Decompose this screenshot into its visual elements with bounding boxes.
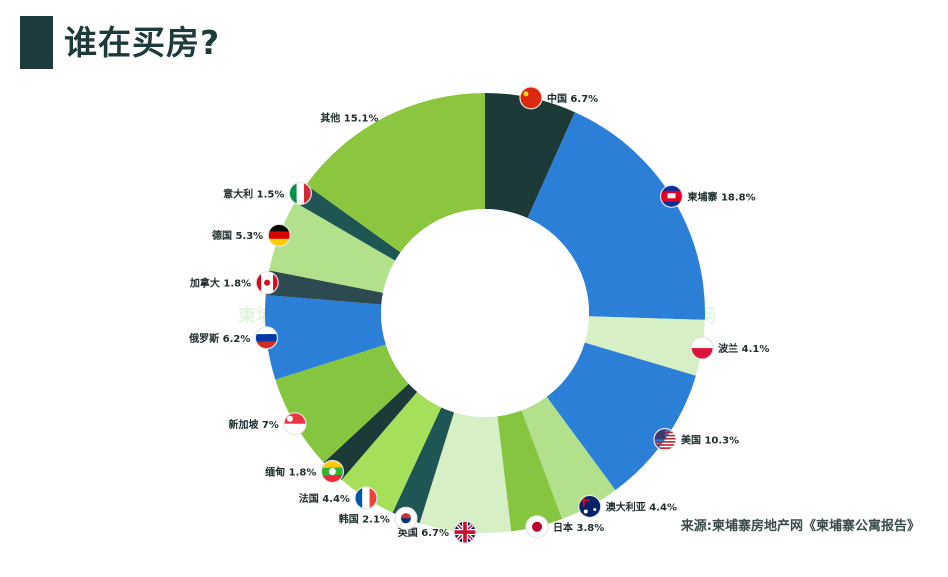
slice-label: 柬埔寨 18.8% xyxy=(659,184,756,208)
slice-label-text: 韩国 2.1% xyxy=(339,512,390,525)
jp-flag-icon xyxy=(525,515,549,539)
donut-slice xyxy=(584,316,705,376)
slice-label: 德国 5.3% xyxy=(211,223,291,247)
slice-label: 法国 4.4% xyxy=(299,486,378,510)
slice-label: 其他 15.1% xyxy=(320,111,378,124)
donut-slice xyxy=(497,410,563,532)
au-flag-icon xyxy=(578,494,602,519)
slice-label: 缅甸 1.8% xyxy=(265,459,344,484)
donut-slice xyxy=(265,295,386,380)
kh-flag-icon xyxy=(659,184,684,208)
donut-slice xyxy=(294,184,401,261)
slice-label-text: 中国 6.7% xyxy=(547,92,598,105)
donut-slice xyxy=(546,342,696,491)
slice-label: 美国 10.3% xyxy=(653,427,739,452)
slice-label-text: 德国 5.3% xyxy=(211,229,263,242)
donut-slice xyxy=(265,270,383,305)
slice-label-text: 日本 3.8% xyxy=(553,521,604,534)
slice-label-text: 加拿大 1.8% xyxy=(189,277,251,290)
slice-label: 波兰 4.1% xyxy=(690,336,769,360)
slice-label-text: 俄罗斯 6.2% xyxy=(188,332,250,345)
slice-label-text: 英国 6.7% xyxy=(397,526,449,539)
mm-flag-icon xyxy=(320,459,344,484)
slice-label-text: 波兰 4.1% xyxy=(718,342,769,355)
slice-label-text: 意大利 1.5% xyxy=(223,187,284,200)
slice-label-text: 美国 10.3% xyxy=(681,434,739,447)
donut-slice xyxy=(341,391,442,513)
sg-flag-icon xyxy=(283,412,307,436)
slice-label-text: 法国 4.4% xyxy=(299,492,350,505)
slice-label-text: 柬埔寨 18.8% xyxy=(686,190,755,203)
donut-slice xyxy=(419,412,512,533)
slice-label: 加拿大 1.8% xyxy=(189,271,279,295)
ca-flag-icon xyxy=(255,271,279,295)
donut-slice xyxy=(269,202,396,293)
slice-label-text: 缅甸 1.8% xyxy=(265,465,316,478)
donut-slice xyxy=(485,93,575,219)
slice-label-text: 澳大利亚 4.4% xyxy=(606,500,677,513)
slice-labels: 中国 6.7% 柬埔寨 18.8% 波兰 4.1% 美国 10.3% 澳大利亚 4.4%… xyxy=(188,86,769,544)
donut-hole xyxy=(381,209,589,417)
us-flag-icon xyxy=(653,427,677,452)
slice-label: 俄罗斯 6.2% xyxy=(188,326,279,350)
donut-slice xyxy=(323,383,418,480)
slice-label: 中国 6.7% xyxy=(519,86,598,110)
slice-label: 韩国 2.1% xyxy=(339,506,418,530)
slice-label-text: 新加坡 7% xyxy=(228,418,278,431)
kr-flag-icon xyxy=(394,506,418,530)
donut-slice xyxy=(392,407,455,524)
pl-flag-icon xyxy=(690,336,714,360)
it-flag-icon xyxy=(288,181,312,205)
slice-label-text: 其他 15.1% xyxy=(320,111,378,124)
cn-flag-icon xyxy=(519,86,543,110)
slice-label: 日本 3.8% xyxy=(525,515,604,539)
fr-flag-icon xyxy=(354,486,378,510)
uk-flag-icon xyxy=(453,520,477,544)
donut-slices xyxy=(265,92,705,533)
donut-slice xyxy=(521,396,616,520)
page-title: 谁在买房? xyxy=(64,23,221,62)
donut-slice xyxy=(275,344,409,463)
de-flag-icon xyxy=(267,223,291,247)
donut-slice xyxy=(527,112,705,320)
slice-label: 英国 6.7% xyxy=(397,520,477,544)
slice-label: 澳大利亚 4.4% xyxy=(578,494,677,519)
slice-label: 新加坡 7% xyxy=(228,412,307,436)
ru-flag-icon xyxy=(254,326,279,350)
title-accent-bar xyxy=(20,16,53,69)
slice-label: 意大利 1.5% xyxy=(223,181,312,205)
source-note: 来源:柬埔寨房地产网《柬埔寨公寓报告》 xyxy=(680,519,920,534)
donut-slice xyxy=(306,92,485,253)
